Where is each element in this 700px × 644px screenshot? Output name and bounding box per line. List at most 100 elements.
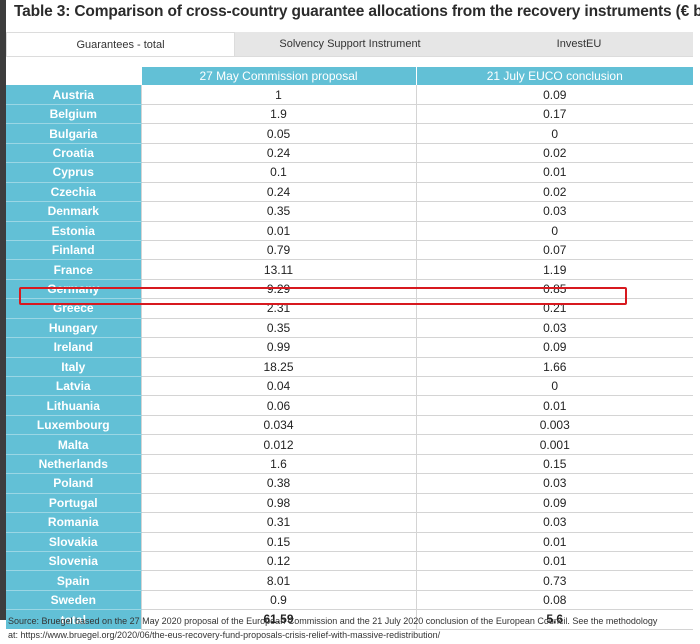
cell-july-conclusion: 0.09 [415,85,693,105]
cell-july-conclusion: 0.03 [415,318,693,339]
cell-may-proposal: 0.1 [140,162,416,183]
row-country-label: Austria [6,85,141,105]
cell-july-conclusion: 0.01 [415,395,693,416]
row-country-label: France [6,259,141,280]
row-country-label: Italy [6,357,141,378]
cell-july-conclusion: 0.21 [415,298,693,319]
cell-may-proposal: 2.31 [140,298,416,319]
row-country-label: Cyprus [6,162,141,183]
cell-may-proposal: 1.6 [140,454,416,475]
cell-may-proposal: 61.59 [140,609,416,630]
column-header-may-proposal: 27 May Commission proposal [140,67,416,86]
cell-july-conclusion: 0.03 [415,201,693,222]
tab-solvency-support-instrument[interactable]: Solvency Support Instrument [235,32,465,56]
table-row: Malta 0.012 0.001 [6,434,693,455]
cell-july-conclusion: 0.17 [415,104,693,125]
cell-may-proposal: 0.38 [140,473,416,494]
table-header-row: 27 May Commission proposal 21 July EUCO … [6,67,693,86]
cell-may-proposal: 1 [140,85,416,105]
table-row: Luxembourg 0.034 0.003 [6,415,693,436]
row-country-label: Luxembourg [6,415,141,436]
row-country-label: Belgium [6,104,141,125]
table-row: Spain 8.01 0.73 [6,570,693,591]
cell-may-proposal: 0.012 [140,434,416,455]
cell-may-proposal: 0.01 [140,221,416,241]
table-row: Netherlands 1.6 0.15 [6,454,693,475]
table-row: Cyprus 0.1 0.01 [6,162,693,183]
cell-may-proposal: 0.12 [140,551,416,572]
table-row: Austria 1 0.09 [6,85,693,105]
table-row: Sweden 0.9 0.08 [6,590,693,611]
row-country-label: Spain [6,570,141,591]
cell-july-conclusion: 0.01 [415,162,693,183]
table-row: Czechia 0.24 0.02 [6,182,693,203]
table-row: Slovakia 0.15 0.01 [6,532,693,552]
row-country-label: Lithuania [6,395,141,416]
guarantee-table: 27 May Commission proposal 21 July EUCO … [6,67,693,630]
cell-may-proposal: 0.24 [140,143,416,164]
row-country-label: Sweden [6,590,141,611]
row-country-label: Estonia [6,221,141,241]
row-country-label: Malta [6,434,141,455]
row-country-label: Germany [6,279,141,300]
source-line-1: Source: Bruegel based on the 27 May 2020… [8,616,658,626]
tab-bar: Guarantees - total Solvency Support Inst… [6,32,693,57]
row-country-label: Denmark [6,201,141,222]
cell-may-proposal: 18.25 [140,357,416,378]
table-row: Estonia 0.01 0 [6,221,693,241]
row-country-label: Netherlands [6,454,141,475]
row-country-label: Czechia [6,182,141,203]
cell-may-proposal: 0.79 [140,240,416,261]
table-title: Table 3: Comparison of cross-country gua… [14,3,700,20]
column-header-july-conclusion: 21 July EUCO conclusion [415,67,693,86]
table-row: Croatia 0.24 0.02 [6,143,693,164]
cell-may-proposal: 0.98 [140,493,416,514]
cell-july-conclusion: 0.02 [415,182,693,203]
table-row: Finland 0.79 0.07 [6,240,693,261]
source-note: Source: Bruegel based on the 27 May 2020… [8,614,696,642]
row-country-label: Portugal [6,493,141,514]
tab-investeu[interactable]: InvestEU [465,32,693,56]
cell-july-conclusion: 1.19 [415,259,693,280]
cell-may-proposal: 13.11 [140,259,416,280]
row-country-label: Slovenia [6,551,141,572]
cell-may-proposal: 0.04 [140,376,416,397]
table-row: France 13.11 1.19 [6,259,693,280]
cell-july-conclusion: 0.03 [415,473,693,494]
table-row: Romania 0.31 0.03 [6,512,693,533]
cell-july-conclusion: 0.07 [415,240,693,261]
cell-may-proposal: 0.9 [140,590,416,611]
source-line-2: at: https://www.bruegel.org/2020/06/the-… [8,630,441,640]
table-row: Ireland 0.99 0.09 [6,337,693,358]
cell-may-proposal: 8.01 [140,570,416,591]
cell-may-proposal: 0.06 [140,395,416,416]
cell-may-proposal: 0.99 [140,337,416,358]
cell-july-conclusion: 0.09 [415,493,693,514]
table-row: Portugal 0.98 0.09 [6,493,693,514]
cell-may-proposal: 0.034 [140,415,416,436]
tab-guarantees-total[interactable]: Guarantees - total [6,32,235,56]
cell-july-conclusion: 0.73 [415,570,693,591]
row-country-label: Ireland [6,337,141,358]
cell-july-conclusion: 0.01 [415,532,693,552]
table-row: Slovenia 0.12 0.01 [6,551,693,572]
row-country-label: Hungary [6,318,141,339]
table-row: Denmark 0.35 0.03 [6,201,693,222]
table-row: Latvia 0.04 0 [6,376,693,397]
cell-july-conclusion: 0.15 [415,454,693,475]
cell-may-proposal: 1.9 [140,104,416,125]
cell-july-conclusion: 0 [415,376,693,397]
row-country-label: Croatia [6,143,141,164]
cell-july-conclusion: 0.02 [415,143,693,164]
table-row: total 61.59 5.6 [6,609,693,630]
cell-july-conclusion: 1.66 [415,357,693,378]
header-corner [6,67,141,86]
table-row: Poland 0.38 0.03 [6,473,693,494]
cell-may-proposal: 0.15 [140,532,416,552]
cell-may-proposal: 0.31 [140,512,416,533]
table-row: Hungary 0.35 0.03 [6,318,693,339]
cell-july-conclusion: 0.08 [415,590,693,611]
cell-july-conclusion: 5.6 [415,609,693,630]
table-row: Bulgaria 0.05 0 [6,123,693,144]
left-accent-bar [0,0,6,620]
